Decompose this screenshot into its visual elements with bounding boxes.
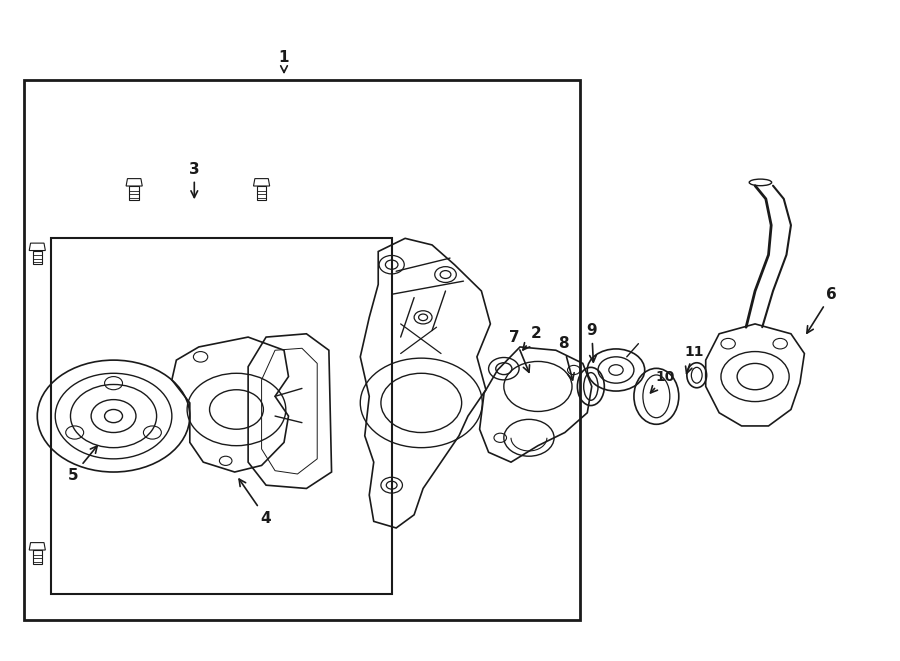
Text: 3: 3 xyxy=(189,162,200,198)
Text: 6: 6 xyxy=(807,287,837,333)
Text: 5: 5 xyxy=(68,446,97,483)
Text: 10: 10 xyxy=(651,369,675,393)
Text: 4: 4 xyxy=(239,479,272,525)
Text: 11: 11 xyxy=(684,344,704,373)
Bar xyxy=(23,81,580,620)
Text: 7: 7 xyxy=(509,330,529,372)
Text: 1: 1 xyxy=(279,50,289,73)
Text: 2: 2 xyxy=(523,327,542,350)
Bar xyxy=(50,239,392,594)
Text: 9: 9 xyxy=(587,323,597,362)
Text: 8: 8 xyxy=(558,336,574,380)
